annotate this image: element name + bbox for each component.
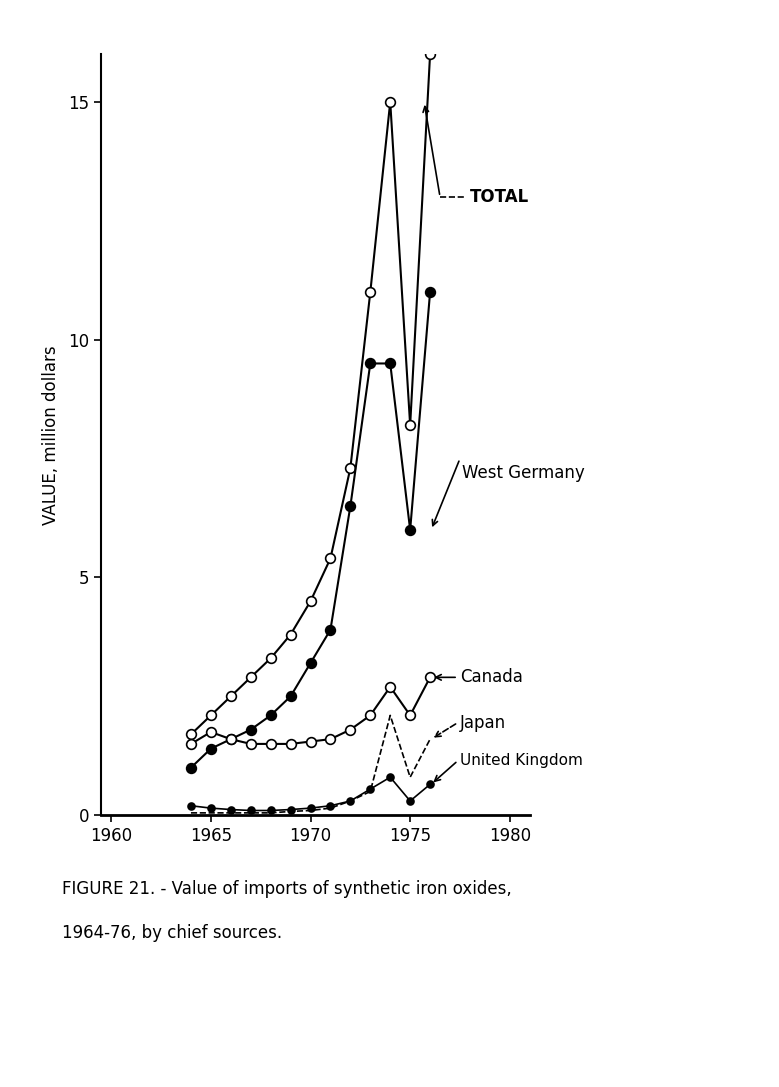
Text: FIGURE 21. - Value of imports of synthetic iron oxides,: FIGURE 21. - Value of imports of synthet… — [62, 880, 512, 899]
Text: United Kingdom: United Kingdom — [460, 753, 583, 769]
Text: TOTAL: TOTAL — [470, 188, 529, 207]
Text: West Germany: West Germany — [462, 464, 585, 482]
Text: Canada: Canada — [460, 669, 523, 686]
Text: Japan: Japan — [460, 713, 506, 732]
Y-axis label: VALUE, million dollars: VALUE, million dollars — [42, 345, 60, 525]
Text: 1964-76, by chief sources.: 1964-76, by chief sources. — [62, 924, 283, 942]
